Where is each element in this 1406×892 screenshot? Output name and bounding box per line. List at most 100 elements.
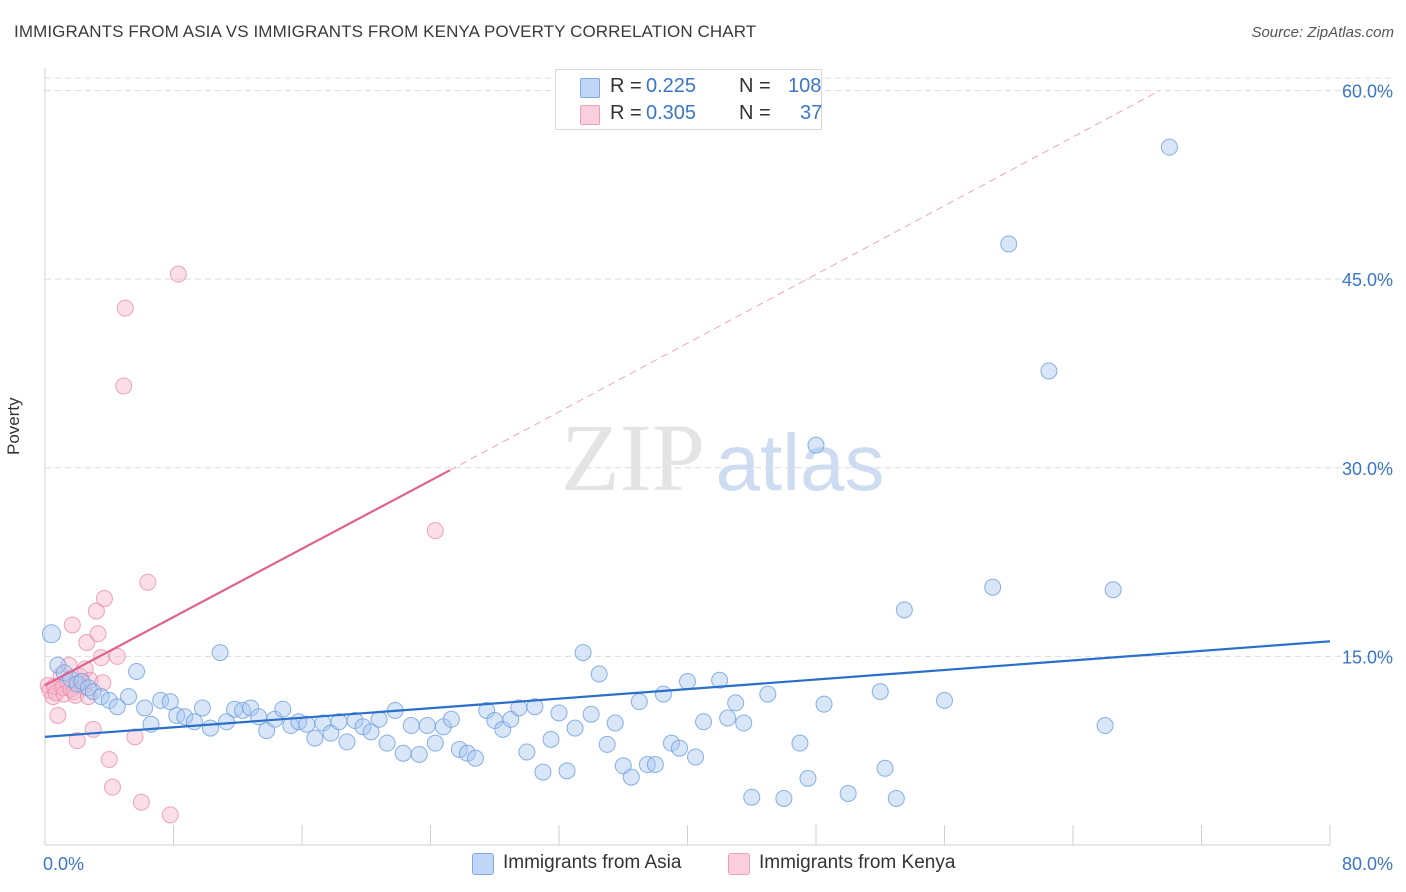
kenya-n-label: N = xyxy=(739,102,771,124)
asia-point xyxy=(426,734,444,752)
asia-point xyxy=(662,734,680,752)
asia-point xyxy=(534,763,552,781)
asia-point xyxy=(84,683,102,701)
axes xyxy=(44,68,1331,846)
asia-point xyxy=(68,675,86,693)
asia-point xyxy=(670,739,688,757)
kenya-point xyxy=(161,806,179,824)
asia-point xyxy=(679,673,696,691)
asia-point xyxy=(128,662,146,680)
asia-point xyxy=(574,644,592,662)
kenya-point xyxy=(426,522,444,540)
kenya-r-label: R = xyxy=(610,102,642,124)
asia-point xyxy=(775,789,793,807)
asia-r-label: R = xyxy=(610,75,642,97)
asia-n-value: 108 xyxy=(788,75,822,97)
asia-point xyxy=(458,744,476,762)
y-tick-label: 30.0% xyxy=(1342,459,1393,479)
asia-legend-swatch xyxy=(472,853,494,875)
kenya-point xyxy=(84,720,102,738)
kenya-point xyxy=(126,728,144,746)
asia-point xyxy=(876,759,894,777)
kenya-point xyxy=(169,265,187,283)
asia-point xyxy=(887,789,905,807)
asia-point xyxy=(542,730,560,748)
asia-point xyxy=(1040,362,1058,380)
x-tick-label-max: 80.0% xyxy=(1342,854,1393,874)
asia-point xyxy=(1096,717,1114,735)
asia-point xyxy=(442,710,460,728)
asia-point xyxy=(410,745,428,763)
kenya-point xyxy=(108,647,126,665)
asia-point xyxy=(354,718,372,736)
asia-point xyxy=(550,704,568,722)
asia-point xyxy=(362,723,380,741)
y-tick-label: 45.0% xyxy=(1342,270,1393,290)
asia-point xyxy=(1000,235,1018,253)
trend-lines xyxy=(44,90,1331,738)
x-tick-label-min: 0.0% xyxy=(43,854,84,874)
asia-point xyxy=(839,784,857,802)
asia-point xyxy=(73,673,91,691)
asia-point xyxy=(92,688,110,706)
asia-point xyxy=(450,740,468,758)
correlation-legend: R = 0.225 N = 108 R = 0.305 N = 37 xyxy=(555,69,822,130)
asia-point xyxy=(936,691,953,709)
asia-point xyxy=(120,688,138,706)
kenya-swatch xyxy=(580,105,600,125)
asia-point xyxy=(871,683,889,701)
asia-point xyxy=(622,768,640,786)
asia-point xyxy=(274,700,292,718)
asia-point xyxy=(1104,581,1122,599)
asia-point xyxy=(370,710,388,728)
asia-point xyxy=(807,436,825,454)
asia-point xyxy=(518,743,536,761)
asia-point xyxy=(582,705,600,723)
gridlines xyxy=(45,77,1395,657)
y-tick-label: 15.0% xyxy=(1342,647,1393,667)
asia-point xyxy=(418,717,436,735)
watermark-atlas: atlas xyxy=(716,418,885,507)
kenya-point xyxy=(116,299,134,317)
asia-point xyxy=(211,644,229,662)
kenya-point xyxy=(132,793,150,811)
asia-point xyxy=(727,694,745,712)
asia-point xyxy=(630,693,648,711)
asia-point xyxy=(378,734,396,752)
kenya-point xyxy=(103,778,121,796)
asia-point xyxy=(176,708,194,726)
asia-point xyxy=(984,578,1002,596)
asia-point xyxy=(41,624,61,644)
asia-point xyxy=(759,685,777,703)
watermark: ZIP atlas xyxy=(561,404,884,511)
kenya-trend-extension xyxy=(449,90,1160,471)
kenya-point xyxy=(87,602,105,620)
watermark-zip: ZIP xyxy=(561,404,705,511)
chart-title: IMMIGRANTS FROM ASIA VS IMMIGRANTS FROM … xyxy=(14,22,757,41)
asia-point xyxy=(590,665,608,683)
asia-point xyxy=(193,699,211,717)
kenya-point xyxy=(78,634,96,652)
kenya-point xyxy=(115,377,133,395)
asia-n-label: N = xyxy=(739,75,771,97)
kenya-n-value: 37 xyxy=(800,102,823,124)
kenya-legend-label: Immigrants from Kenya xyxy=(759,852,956,873)
asia-point xyxy=(711,671,729,689)
asia-point xyxy=(719,709,737,727)
asia-swatch xyxy=(580,78,600,98)
asia-point xyxy=(108,698,126,716)
asia-point xyxy=(895,601,913,619)
asia-point xyxy=(558,762,576,780)
asia-point xyxy=(654,685,672,703)
kenya-series xyxy=(39,265,444,824)
asia-point xyxy=(338,733,356,751)
kenya-point xyxy=(89,625,107,643)
asia-point xyxy=(815,695,833,713)
asia-r-value: 0.225 xyxy=(646,75,697,97)
kenya-trend-line xyxy=(44,469,451,687)
asia-point xyxy=(687,748,705,766)
y-tick-label: 60.0% xyxy=(1342,82,1393,102)
kenya-point xyxy=(49,706,67,724)
kenya-point xyxy=(68,732,86,750)
